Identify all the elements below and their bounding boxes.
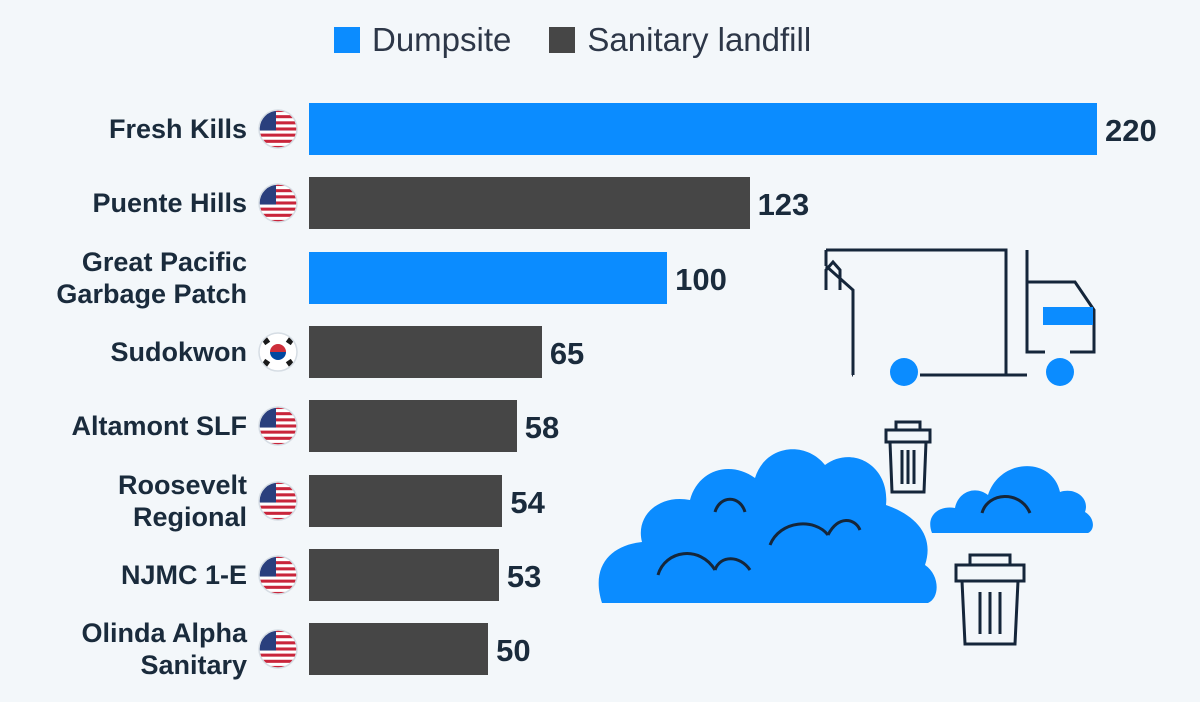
trash-can-icon (884, 420, 932, 494)
category-label-line: Great Pacific (81, 246, 247, 277)
category-label-line: NJMC 1-E (120, 559, 247, 590)
usa-flag-icon (258, 109, 298, 149)
category-label: Sudokwon (0, 336, 248, 368)
category-label: NJMC 1-E (0, 559, 247, 591)
truck-wheel-icon (1046, 358, 1074, 386)
legend-label-dumpsite: Dumpsite (372, 21, 512, 58)
bar-value-label: 58 (524, 410, 560, 446)
category-label: Roosevelt Regional (0, 469, 247, 533)
trash-can-large-icon (954, 553, 1026, 646)
category-label-line: Sudokwon (110, 336, 248, 367)
category-label: Altamont SLF (0, 410, 248, 442)
legend-label-landfill: Sanitary landfill (587, 21, 812, 58)
bar-value-label: 50 (496, 633, 531, 669)
legend-swatch-dumpsite (334, 27, 360, 53)
usa-flag-icon (258, 406, 298, 446)
legend: Dumpsite Sanitary landfill (334, 18, 811, 62)
bar-dumpsite (309, 103, 1097, 155)
category-label-line: Roosevelt (117, 469, 247, 500)
usa-flag-icon (258, 629, 298, 669)
bar-value-label: 100 (675, 261, 727, 297)
bar-landfill (309, 325, 542, 378)
category-label-line: Sanitary (140, 650, 247, 681)
bar-landfill (309, 474, 503, 527)
garbage-truck-icon (824, 248, 1096, 377)
south-korea-flag-icon (258, 332, 298, 372)
category-label: Great Pacific Garbage Patch (0, 246, 247, 310)
bar-landfill (309, 548, 499, 601)
bar-value-label: 53 (506, 558, 542, 594)
category-label-line: Garbage Patch (56, 278, 247, 309)
truck-wheel-icon (890, 358, 918, 386)
bar-value-label: 220 (1105, 113, 1157, 148)
legend-item-landfill: Sanitary landfill (549, 21, 811, 59)
category-label: Fresh Kills (0, 113, 247, 145)
bar-landfill (309, 177, 750, 230)
garbage-illustration (598, 248, 1096, 646)
bar-value-label: 54 (510, 484, 545, 520)
category-label: Olinda Alpha Sanitary (0, 617, 247, 681)
category-label-line: Olinda Alpha (81, 618, 247, 649)
usa-flag-icon (258, 555, 298, 595)
bar-dumpsite (309, 251, 668, 304)
legend-swatch-landfill (549, 27, 576, 53)
bar-landfill (309, 400, 517, 453)
usa-flag-icon (258, 480, 298, 521)
bar-value-label: 65 (549, 335, 585, 371)
garbage-pile-icon (598, 449, 937, 603)
category-label: Puente Hills (0, 187, 247, 219)
legend-item-dumpsite: Dumpsite (334, 21, 511, 59)
category-label-line: Puente Hills (92, 188, 247, 219)
bar-landfill (309, 623, 489, 676)
category-label-line: Regional (132, 501, 247, 532)
category-label-line: Altamont SLF (71, 411, 248, 442)
usa-flag-icon (258, 183, 298, 224)
truck-window-icon (1043, 307, 1093, 325)
bar-value-label: 123 (757, 187, 810, 223)
small-garbage-pile-icon (930, 466, 1093, 533)
category-label-line: Fresh Kills (108, 114, 247, 144)
